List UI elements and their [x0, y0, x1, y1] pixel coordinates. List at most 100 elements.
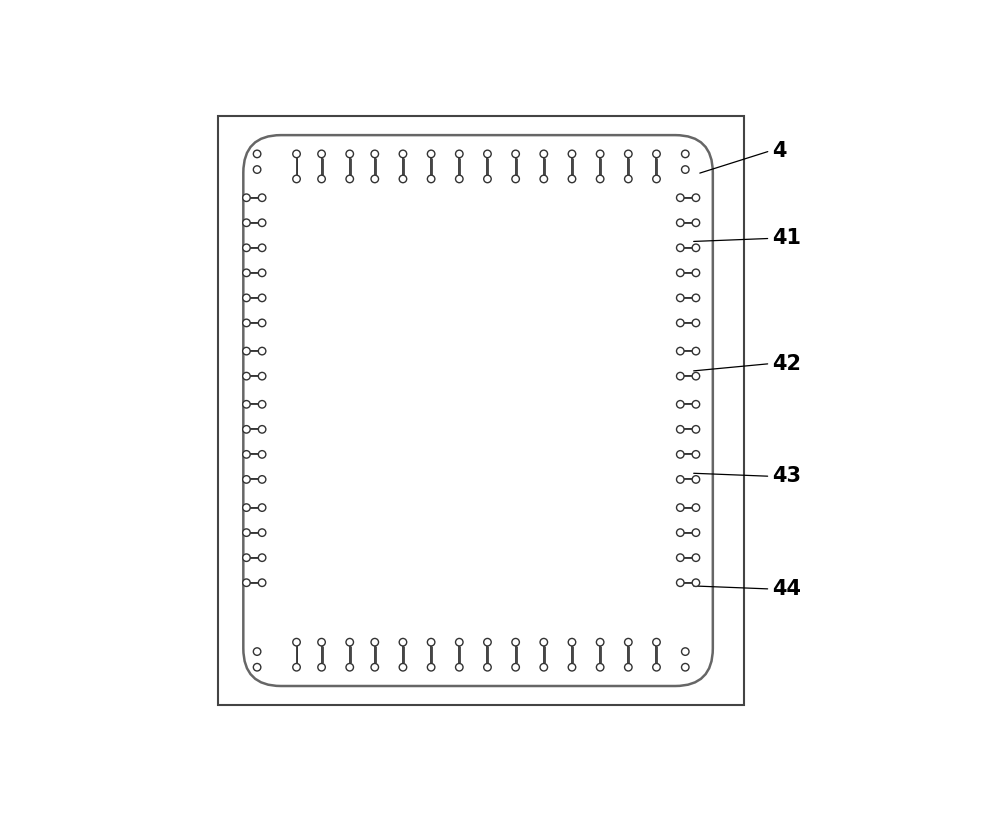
Circle shape: [371, 663, 379, 671]
Circle shape: [677, 476, 684, 483]
Circle shape: [568, 663, 576, 671]
Circle shape: [427, 175, 435, 183]
Circle shape: [484, 175, 491, 183]
Circle shape: [243, 347, 250, 354]
Circle shape: [568, 638, 576, 646]
Circle shape: [318, 663, 325, 671]
Circle shape: [677, 579, 684, 586]
Circle shape: [540, 150, 548, 158]
Circle shape: [258, 372, 266, 380]
Circle shape: [258, 320, 266, 327]
Circle shape: [512, 150, 519, 158]
Circle shape: [653, 663, 660, 671]
Circle shape: [692, 401, 700, 408]
Circle shape: [596, 150, 604, 158]
Circle shape: [258, 194, 266, 202]
Circle shape: [318, 638, 325, 646]
Circle shape: [427, 150, 435, 158]
Circle shape: [677, 219, 684, 227]
Circle shape: [692, 294, 700, 302]
Circle shape: [243, 450, 250, 459]
Circle shape: [293, 663, 300, 671]
Circle shape: [692, 244, 700, 251]
Circle shape: [596, 663, 604, 671]
Circle shape: [692, 320, 700, 327]
Circle shape: [568, 150, 576, 158]
Circle shape: [677, 269, 684, 276]
Circle shape: [346, 663, 353, 671]
Circle shape: [243, 425, 250, 433]
Circle shape: [258, 401, 266, 408]
Circle shape: [568, 175, 576, 183]
Circle shape: [258, 244, 266, 251]
Circle shape: [258, 579, 266, 586]
Text: 43: 43: [772, 467, 801, 486]
Circle shape: [243, 294, 250, 302]
Circle shape: [258, 504, 266, 511]
Circle shape: [692, 554, 700, 562]
Circle shape: [456, 638, 463, 646]
Circle shape: [243, 372, 250, 380]
Circle shape: [293, 175, 300, 183]
Circle shape: [596, 638, 604, 646]
Circle shape: [243, 244, 250, 251]
Circle shape: [625, 150, 632, 158]
Circle shape: [346, 150, 353, 158]
Circle shape: [258, 425, 266, 433]
Circle shape: [692, 579, 700, 586]
Circle shape: [293, 150, 300, 158]
FancyBboxPatch shape: [243, 135, 713, 686]
Circle shape: [427, 663, 435, 671]
Circle shape: [399, 175, 407, 183]
Text: 44: 44: [772, 579, 801, 599]
Circle shape: [692, 194, 700, 202]
Circle shape: [243, 579, 250, 586]
Circle shape: [293, 638, 300, 646]
Circle shape: [243, 401, 250, 408]
Circle shape: [253, 166, 261, 173]
Circle shape: [653, 638, 660, 646]
Circle shape: [258, 554, 266, 562]
Circle shape: [243, 529, 250, 537]
Circle shape: [243, 219, 250, 227]
Circle shape: [456, 663, 463, 671]
Circle shape: [484, 150, 491, 158]
Circle shape: [346, 175, 353, 183]
Circle shape: [692, 476, 700, 483]
Circle shape: [484, 663, 491, 671]
Circle shape: [258, 529, 266, 537]
Circle shape: [512, 175, 519, 183]
Circle shape: [346, 638, 353, 646]
Circle shape: [318, 150, 325, 158]
Circle shape: [243, 554, 250, 562]
Circle shape: [258, 347, 266, 354]
Circle shape: [243, 194, 250, 202]
Circle shape: [253, 150, 261, 158]
Circle shape: [625, 638, 632, 646]
Circle shape: [692, 372, 700, 380]
Circle shape: [399, 663, 407, 671]
Circle shape: [692, 504, 700, 511]
Circle shape: [243, 476, 250, 483]
Circle shape: [258, 294, 266, 302]
Circle shape: [243, 320, 250, 327]
Circle shape: [258, 476, 266, 483]
Circle shape: [512, 663, 519, 671]
Circle shape: [258, 219, 266, 227]
Bar: [218, 116, 744, 705]
Circle shape: [318, 175, 325, 183]
Circle shape: [371, 150, 379, 158]
Circle shape: [371, 638, 379, 646]
Circle shape: [677, 529, 684, 537]
Circle shape: [596, 175, 604, 183]
Circle shape: [653, 150, 660, 158]
Circle shape: [243, 504, 250, 511]
Circle shape: [258, 450, 266, 459]
Text: 4: 4: [772, 141, 787, 161]
Circle shape: [677, 504, 684, 511]
Circle shape: [512, 638, 519, 646]
Circle shape: [677, 554, 684, 562]
Circle shape: [677, 244, 684, 251]
Circle shape: [456, 150, 463, 158]
Circle shape: [653, 175, 660, 183]
